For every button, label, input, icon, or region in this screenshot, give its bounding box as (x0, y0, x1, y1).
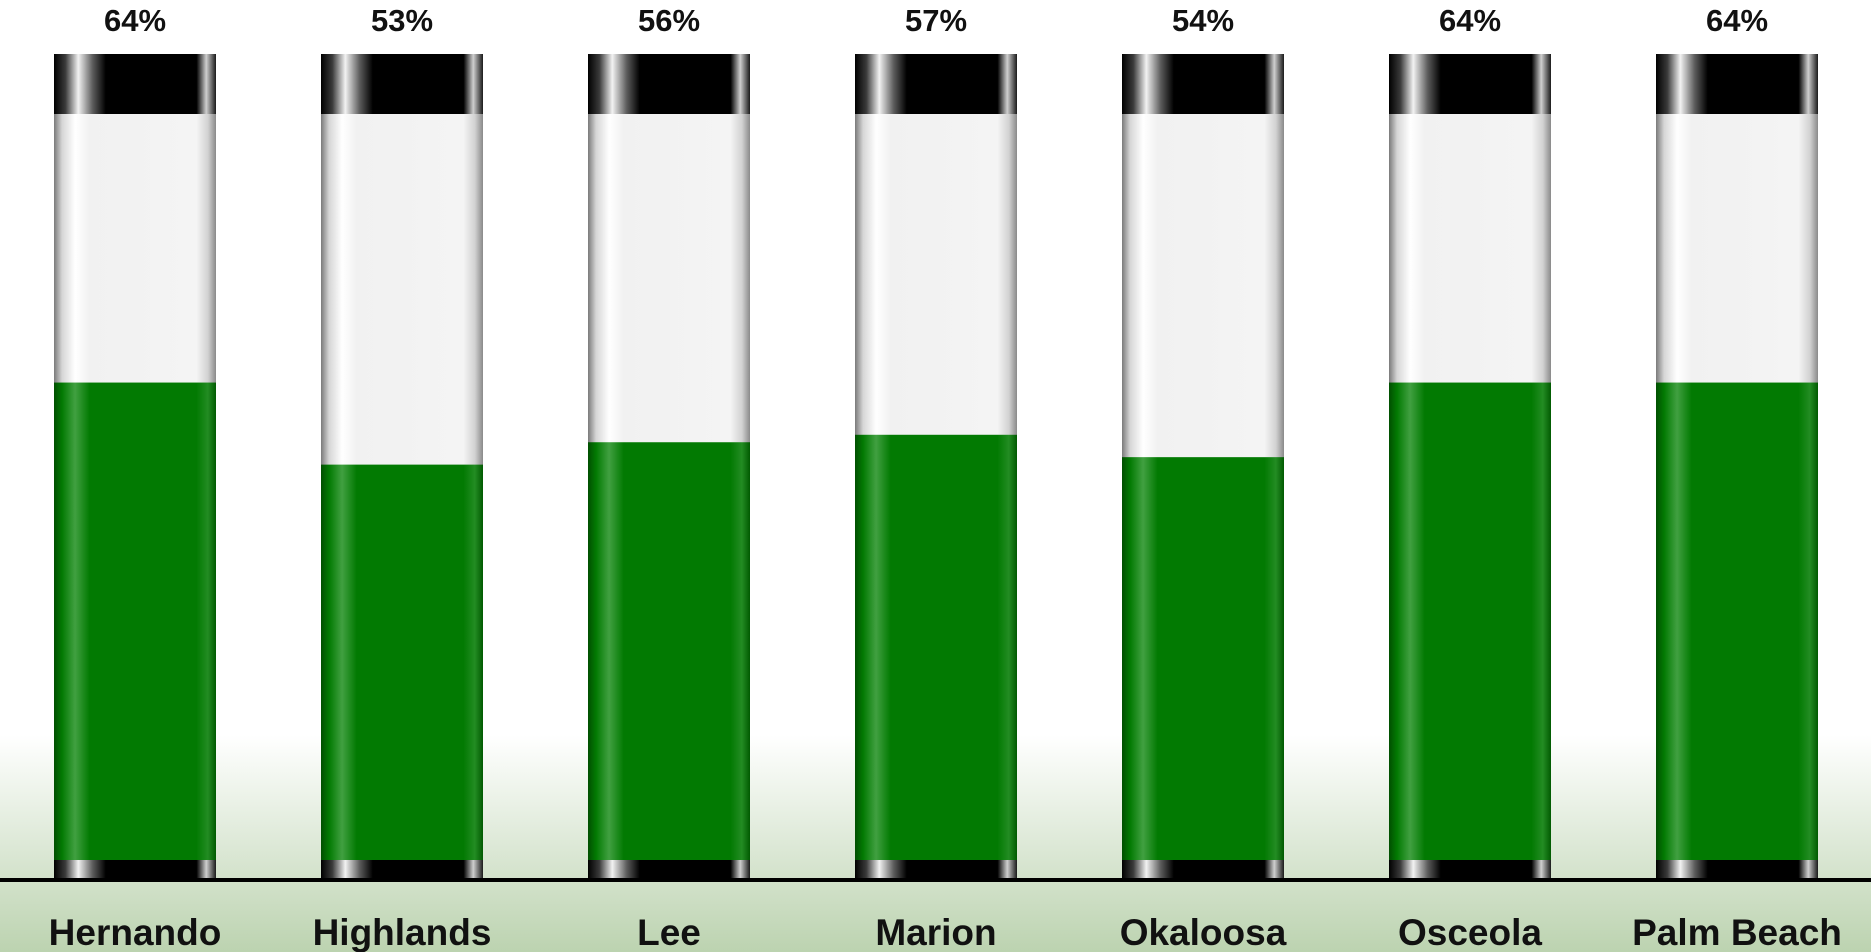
value-label-osceola: 64% (1439, 3, 1501, 38)
bar-marion (855, 434, 1017, 860)
value-label-okaloosa: 54% (1172, 3, 1234, 38)
bar-highlands (321, 464, 483, 860)
value-label-marion: 57% (905, 3, 967, 38)
bar-top-cap-highlands (321, 54, 483, 114)
bar-base-cap-osceola (1389, 860, 1551, 878)
bar-osceola (1389, 382, 1551, 860)
bar-top-cap-palm-beach (1656, 54, 1818, 114)
category-label-osceola: Osceola (1398, 912, 1542, 952)
bar-okaloosa (1122, 457, 1284, 860)
category-label-highlands: Highlands (313, 912, 492, 952)
bar-top-cap-okaloosa (1122, 54, 1284, 114)
category-label-palm-beach: Palm Beach (1632, 912, 1842, 952)
bar-lee (588, 442, 750, 860)
category-label-lee: Lee (637, 912, 701, 952)
bar-base-cap-palm-beach (1656, 860, 1818, 878)
bar-top-cap-marion (855, 54, 1017, 114)
bars-group: 64% Hernando 53% Highlands 56% Lee 57% Marion 54… (49, 3, 1842, 952)
bar-top-cap-hernando (54, 54, 216, 114)
bar-palm-beach (1656, 382, 1818, 860)
value-label-highlands: 53% (371, 3, 433, 38)
bar-top-cap-lee (588, 54, 750, 114)
bar-base-cap-marion (855, 860, 1017, 878)
value-label-palm-beach: 64% (1706, 3, 1768, 38)
bar-hernando (54, 382, 216, 860)
bar-base-cap-lee (588, 860, 750, 878)
bar-base-cap-hernando (54, 860, 216, 878)
category-label-marion: Marion (875, 912, 996, 952)
bar-top-cap-osceola (1389, 54, 1551, 114)
value-label-hernando: 64% (104, 3, 166, 38)
category-label-okaloosa: Okaloosa (1120, 912, 1287, 952)
bar-base-cap-highlands (321, 860, 483, 878)
value-label-lee: 56% (638, 3, 700, 38)
category-label-hernando: Hernando (49, 912, 222, 952)
bar-base-cap-okaloosa (1122, 860, 1284, 878)
